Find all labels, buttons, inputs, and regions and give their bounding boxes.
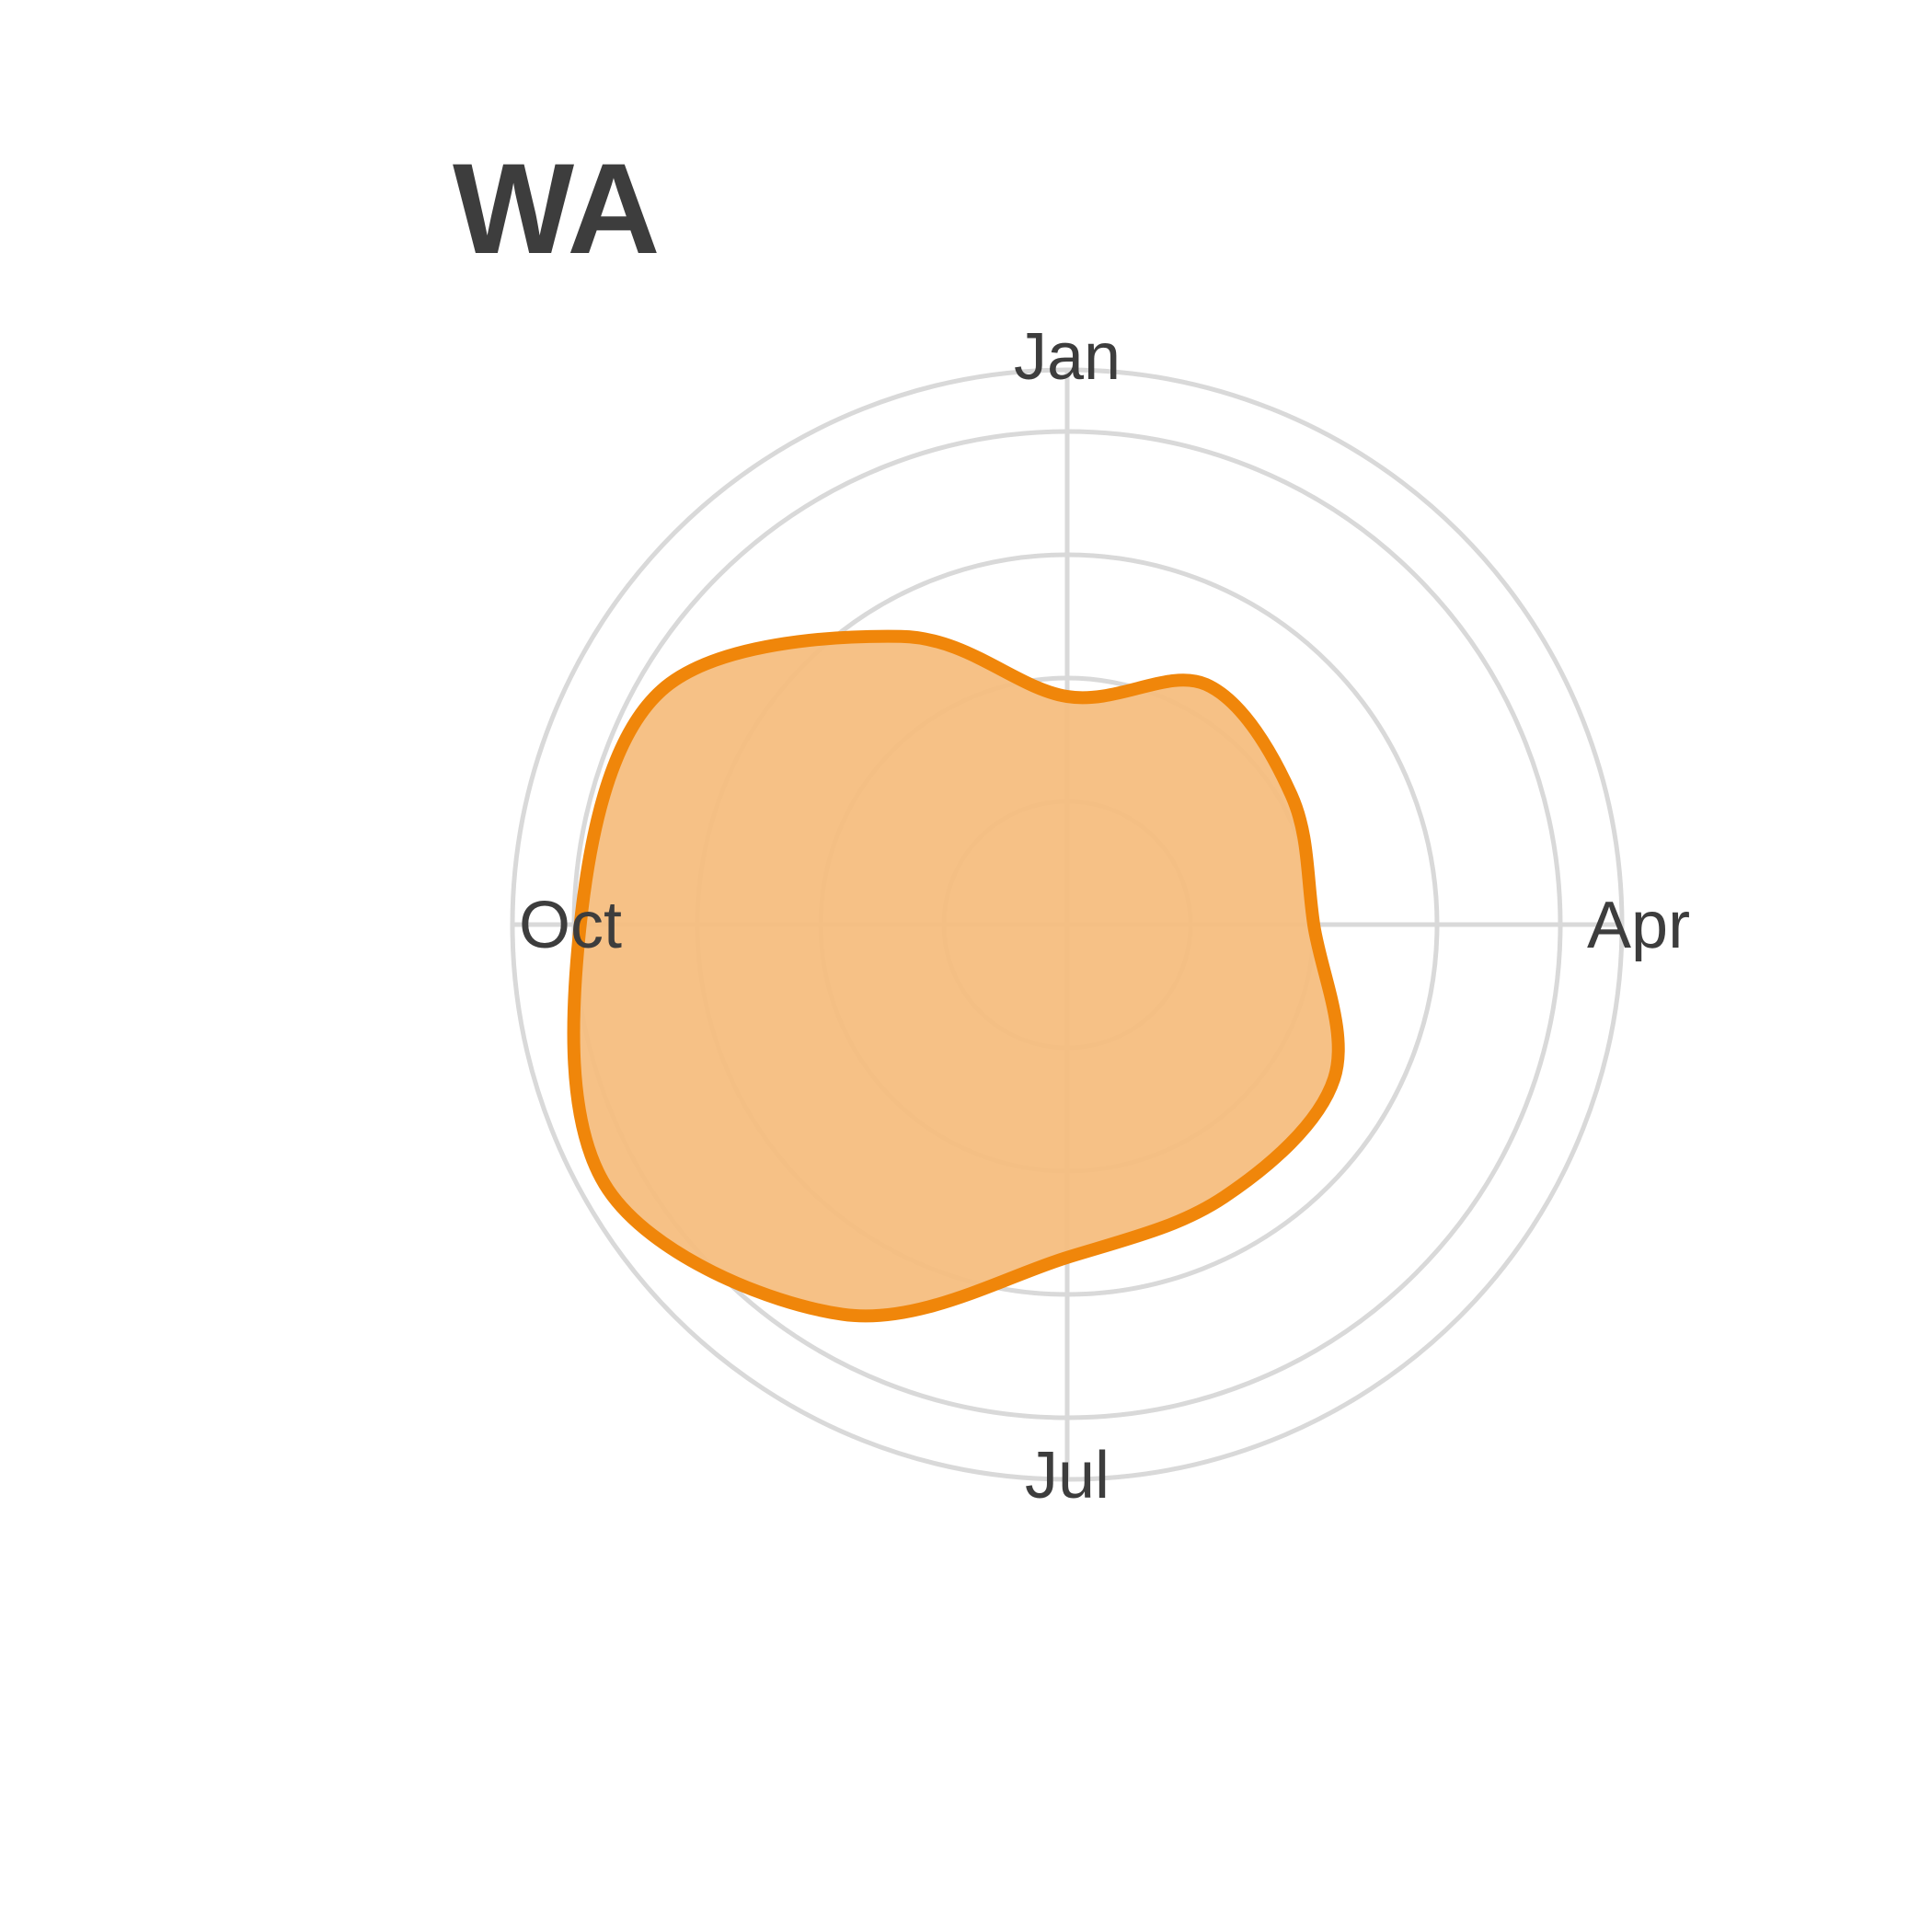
chart-title: WA [453, 136, 661, 281]
angle-label-oct: Oct [519, 889, 622, 962]
series-line [567, 629, 1345, 1323]
series-layer [567, 629, 1345, 1323]
angle-label-apr: Apr [1587, 889, 1690, 962]
angle-labels: Jan Apr Jul Oct [519, 320, 1690, 1512]
angle-label-jan: Jan [1014, 320, 1121, 394]
series-area [573, 636, 1339, 1317]
angle-label-jul: Jul [1025, 1439, 1110, 1512]
